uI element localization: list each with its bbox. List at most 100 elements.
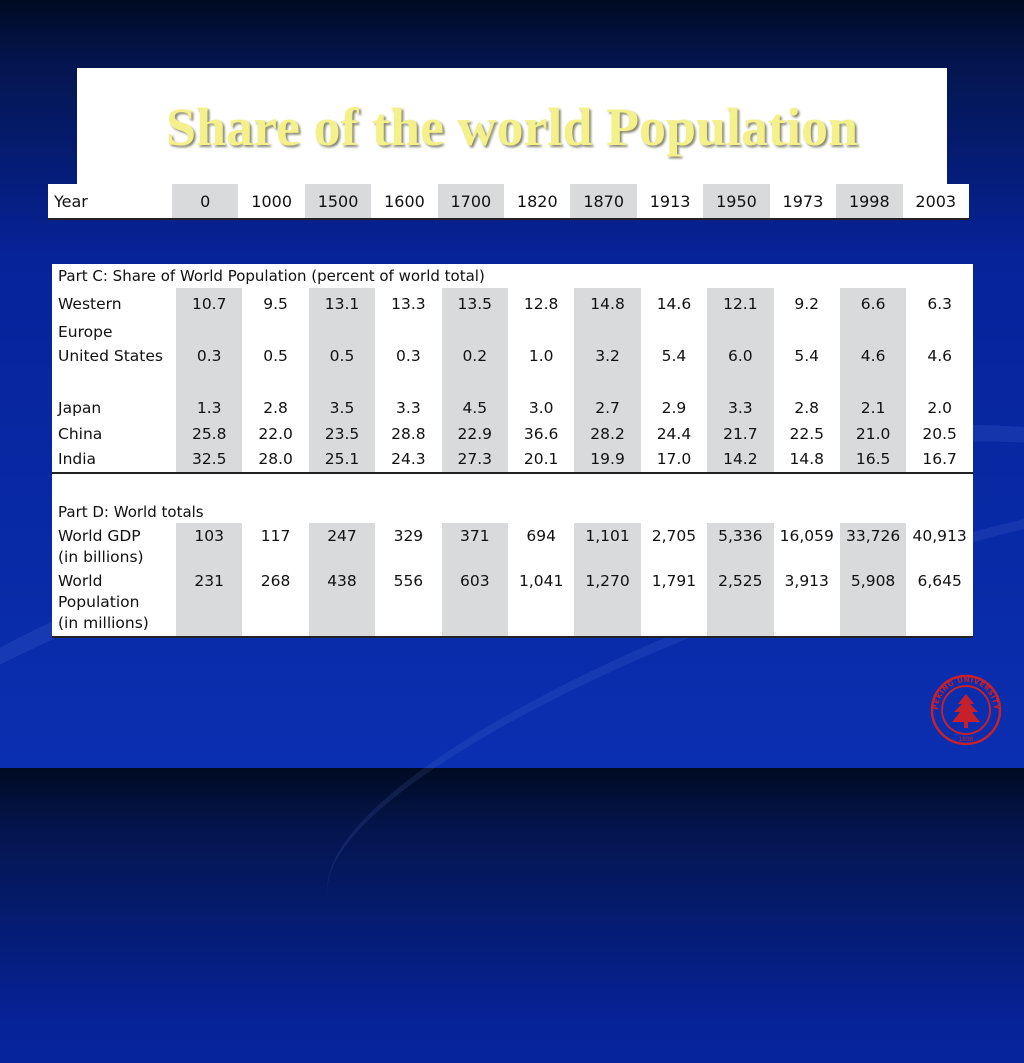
table-cell: 14.8 [773,449,840,474]
slide-title: Share of the world Population [165,97,859,157]
table-cell: 5,336 [707,523,774,569]
table-cell: 438 [308,569,376,638]
year-cell: 2003 [902,184,969,220]
table-cell: 3.3 [396,399,421,417]
table-cell: 0.2 [441,346,508,398]
row-label-line: Population [58,593,140,611]
table-cell: 24.4 [656,425,692,443]
table-cell: 28.8 [391,425,426,443]
row-label-line: Western [58,295,122,313]
table-cell: 6,645 [906,569,973,638]
row-label: Japan [58,399,102,417]
seal-inner-ring [941,685,991,735]
table-cell: 25.8 [176,424,243,449]
table-cell: 1,041 [507,569,575,638]
table-cell: 3,913 [773,569,840,638]
table-cell: 10.7 [176,288,243,346]
table-cell: 28.2 [574,424,641,449]
year-cell: 1913 [636,184,704,220]
table-cell: 0.3 [396,347,421,365]
table-cell: 3.0 [528,399,554,417]
table-cell: 6.6 [839,288,907,346]
table-cell: 2,705 [651,527,697,545]
table-cell: 9.5 [263,295,288,313]
part-d-heading: Part D: World totals [58,503,204,521]
row-label-line: (in billions) [58,548,144,566]
table-cell: 3.5 [308,398,376,424]
table-cell: 117 [260,527,291,545]
table-cell: 1.3 [176,398,243,424]
part-c-heading: Part C: Share of World Population (perce… [58,267,485,285]
year-cell: 0 [172,184,239,220]
table-cell: 40,913 [912,527,967,545]
table-row: United States 0.3 0.5 0.5 0.3 0.2 1.0 3.… [52,346,973,398]
table-cell: 22.5 [789,425,824,443]
data-table-panel: Part C: Share of World Population (perce… [52,264,973,638]
row-label: United States [58,347,163,365]
table-cell: 3.3 [707,398,774,424]
table-cell: 6.3 [927,295,952,313]
year-header-row: Year 0 1000 1500 1600 1700 1820 1870 191… [48,184,969,220]
table-row: India 32.5 28.0 25.1 24.3 27.3 20.1 19.9… [52,449,973,474]
table-row: Japan 1.3 2.8 3.5 3.3 4.5 3.0 2.7 2.9 3.… [52,398,973,424]
table-cell: 22.0 [258,425,293,443]
seal-year: 1898 [958,736,973,743]
part-d-heading-row: Part D: World totals [52,473,973,523]
table-cell: 5.4 [794,347,820,365]
table-row: World Population (in millions) 231 268 4… [52,569,973,638]
table-cell: 1,270 [574,569,641,638]
table-cell: 9.2 [794,295,820,313]
table-cell: 13.5 [441,288,508,346]
table-cell: 5,908 [839,569,907,638]
row-label-line: World [58,572,103,590]
table-cell: 2.8 [263,399,288,417]
row-label: Western Europe [52,288,176,346]
row-label-line: World GDP [58,527,141,545]
table-cell: 36.6 [523,425,559,443]
row-label: World Population (in millions) [52,569,177,638]
year-cell: 1870 [570,184,637,220]
table-cell: 12.8 [523,295,559,313]
year-cell: 1500 [304,184,372,220]
table-cell: 25.1 [308,449,376,474]
table-cell: 24.3 [375,449,442,474]
table-cell: 21.7 [707,424,774,449]
table-cell: 103 [176,523,243,569]
table-cell: 329 [393,527,424,545]
table-cell: 16,059 [779,527,834,545]
seal-outer-ring [930,674,1002,746]
table-row: Western Europe 10.7 9.5 13.1 13.3 13.5 1… [52,288,973,346]
table-cell: 16.5 [839,449,907,474]
table-cell: 14.2 [707,449,774,474]
table-cell: 1.0 [528,347,554,365]
title-panel [77,68,947,185]
table-cell: 1,101 [574,523,641,569]
table-cell: 16.7 [906,449,973,474]
year-cell: 1000 [238,184,305,220]
table-cell: 33,726 [839,523,907,569]
table-cell: 4.6 [927,347,952,365]
table-cell: 6.0 [707,346,774,398]
table-cell: 32.5 [176,449,243,474]
table-cell: 17.0 [640,449,708,474]
table-cell: 2,525 [707,569,774,638]
table-cell: 0.5 [263,347,288,365]
table-cell: 13.3 [391,295,426,313]
year-cell: 1700 [437,184,505,220]
row-label-line: (in millions) [58,614,149,632]
table-cell: 3.2 [574,346,641,398]
table-row: World GDP (in billions) 103 117 247 329 … [52,523,973,569]
year-label: Year [48,184,173,220]
row-label: China [58,425,103,443]
population-data-table: Part C: Share of World Population (perce… [52,264,973,638]
table-row: China 25.8 22.0 23.5 28.8 22.9 36.6 28.2… [52,424,973,449]
row-label-line: Europe [58,323,113,341]
university-seal-logo: PEKING UNIVERSITY 1898 [930,674,1002,746]
table-cell: 2.7 [574,398,641,424]
row-label: India [52,449,177,474]
table-cell: 603 [441,569,508,638]
table-cell: 0.5 [308,346,376,398]
table-cell: 247 [308,523,376,569]
table-cell: 4.6 [839,346,907,398]
table-cell: 268 [242,569,309,638]
